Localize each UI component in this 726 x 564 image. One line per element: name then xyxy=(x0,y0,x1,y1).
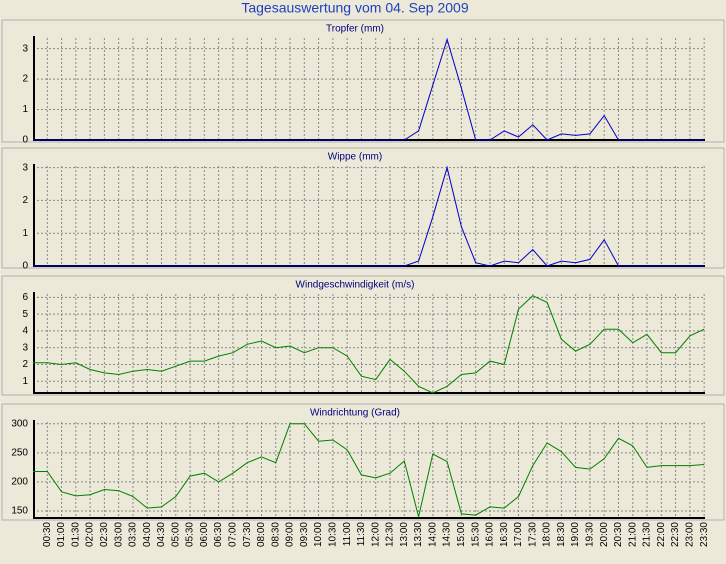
x-tick-label: 22:30 xyxy=(670,522,681,547)
panel xyxy=(1,403,725,521)
x-tick-label: 23:30 xyxy=(699,522,710,547)
panel xyxy=(1,147,725,269)
line xyxy=(33,295,705,394)
x-tick-label: 00:30 xyxy=(42,522,53,547)
x-tick-label: 05:30 xyxy=(185,522,196,547)
x-tick-label: 16:30 xyxy=(499,522,510,547)
y-tick-label: 0 xyxy=(22,135,28,146)
x-tick-label: 12:30 xyxy=(385,522,396,547)
panel xyxy=(1,275,725,396)
x-tick-label: 19:30 xyxy=(585,522,596,547)
chart-title: Windgeschwindigkeit (m/s) xyxy=(296,280,415,291)
x-tick-label: 23:00 xyxy=(685,522,696,547)
x-tick-label: 20:30 xyxy=(613,522,624,547)
panel xyxy=(1,19,725,143)
x-tick-label: 18:00 xyxy=(542,522,553,547)
x-tick-label: 14:30 xyxy=(442,522,453,547)
x-tick-label: 15:00 xyxy=(456,522,467,547)
x-tick-label: 18:30 xyxy=(556,522,567,547)
x-tick-label: 11:30 xyxy=(356,522,367,547)
x-tick-label: 05:00 xyxy=(170,522,181,547)
y-tick-label: 2 xyxy=(22,74,28,85)
x-tick-label: 08:00 xyxy=(256,522,267,547)
x-tick-label: 03:00 xyxy=(113,522,124,547)
x-tick-label: 09:30 xyxy=(299,522,310,547)
y-tick-label: 2 xyxy=(22,359,28,370)
x-tick-label: 03:30 xyxy=(128,522,139,547)
x-tick-label: 07:00 xyxy=(228,522,239,547)
x-tick-label: 02:00 xyxy=(85,522,96,547)
x-tick-label: 12:00 xyxy=(370,522,381,547)
y-tick-label: 3 xyxy=(22,342,28,353)
x-tick-label: 21:00 xyxy=(627,522,638,547)
x-tick-label: 06:30 xyxy=(213,522,224,547)
line xyxy=(33,37,705,141)
x-tick-label: 13:00 xyxy=(399,522,410,547)
x-tick-label: 04:30 xyxy=(156,522,167,547)
page-title: Tagesauswertung vom 04. Sep 2009 xyxy=(241,0,468,16)
x-tick-label: 01:30 xyxy=(70,522,81,547)
y-tick-label: 6 xyxy=(22,292,28,303)
y-tick-label: 200 xyxy=(11,477,28,488)
x-tick-label: 10:00 xyxy=(313,522,324,547)
y-tick-label: 250 xyxy=(11,447,28,458)
x-tick-label: 21:30 xyxy=(642,522,653,547)
y-tick-label: 2 xyxy=(22,195,28,206)
x-tick-label: 19:00 xyxy=(570,522,581,547)
y-tick-label: 5 xyxy=(22,309,28,320)
x-tick-label: 22:00 xyxy=(656,522,667,547)
x-tick-label: 17:00 xyxy=(513,522,524,547)
x-tick-label: 02:30 xyxy=(99,522,110,547)
x-tick-label: 04:00 xyxy=(142,522,153,547)
y-tick-label: 1 xyxy=(22,228,28,239)
x-tick-label: 14:00 xyxy=(427,522,438,547)
y-tick-label: 150 xyxy=(11,506,28,517)
x-tick-label: 01:00 xyxy=(56,522,67,547)
y-tick-label: 4 xyxy=(22,326,28,337)
line xyxy=(33,165,705,267)
line xyxy=(33,423,705,517)
y-tick-label: 1 xyxy=(22,376,28,387)
y-tick-label: 3 xyxy=(22,162,28,173)
x-tick-label: 20:00 xyxy=(599,522,610,547)
x-tick-label: 10:30 xyxy=(328,522,339,547)
x-tick-label: 15:30 xyxy=(470,522,481,547)
y-tick-label: 300 xyxy=(11,418,28,429)
x-tick-label: 06:00 xyxy=(199,522,210,547)
y-tick-label: 1 xyxy=(22,104,28,115)
x-tick-label: 11:00 xyxy=(342,522,353,547)
y-tick-label: 0 xyxy=(22,261,28,272)
chart-title: Wippe (mm) xyxy=(328,152,382,163)
chart-title: Windrichtung (Grad) xyxy=(310,408,400,419)
x-tick-label: 07:30 xyxy=(242,522,253,547)
x-tick-label: 17:30 xyxy=(527,522,538,547)
x-tick-label: 08:30 xyxy=(270,522,281,547)
x-tick-label: 13:30 xyxy=(413,522,424,547)
y-tick-label: 3 xyxy=(22,43,28,54)
x-tick-label: 09:00 xyxy=(285,522,296,547)
chart-title: Tropfer (mm) xyxy=(326,24,384,35)
x-tick-label: 16:00 xyxy=(485,522,496,547)
